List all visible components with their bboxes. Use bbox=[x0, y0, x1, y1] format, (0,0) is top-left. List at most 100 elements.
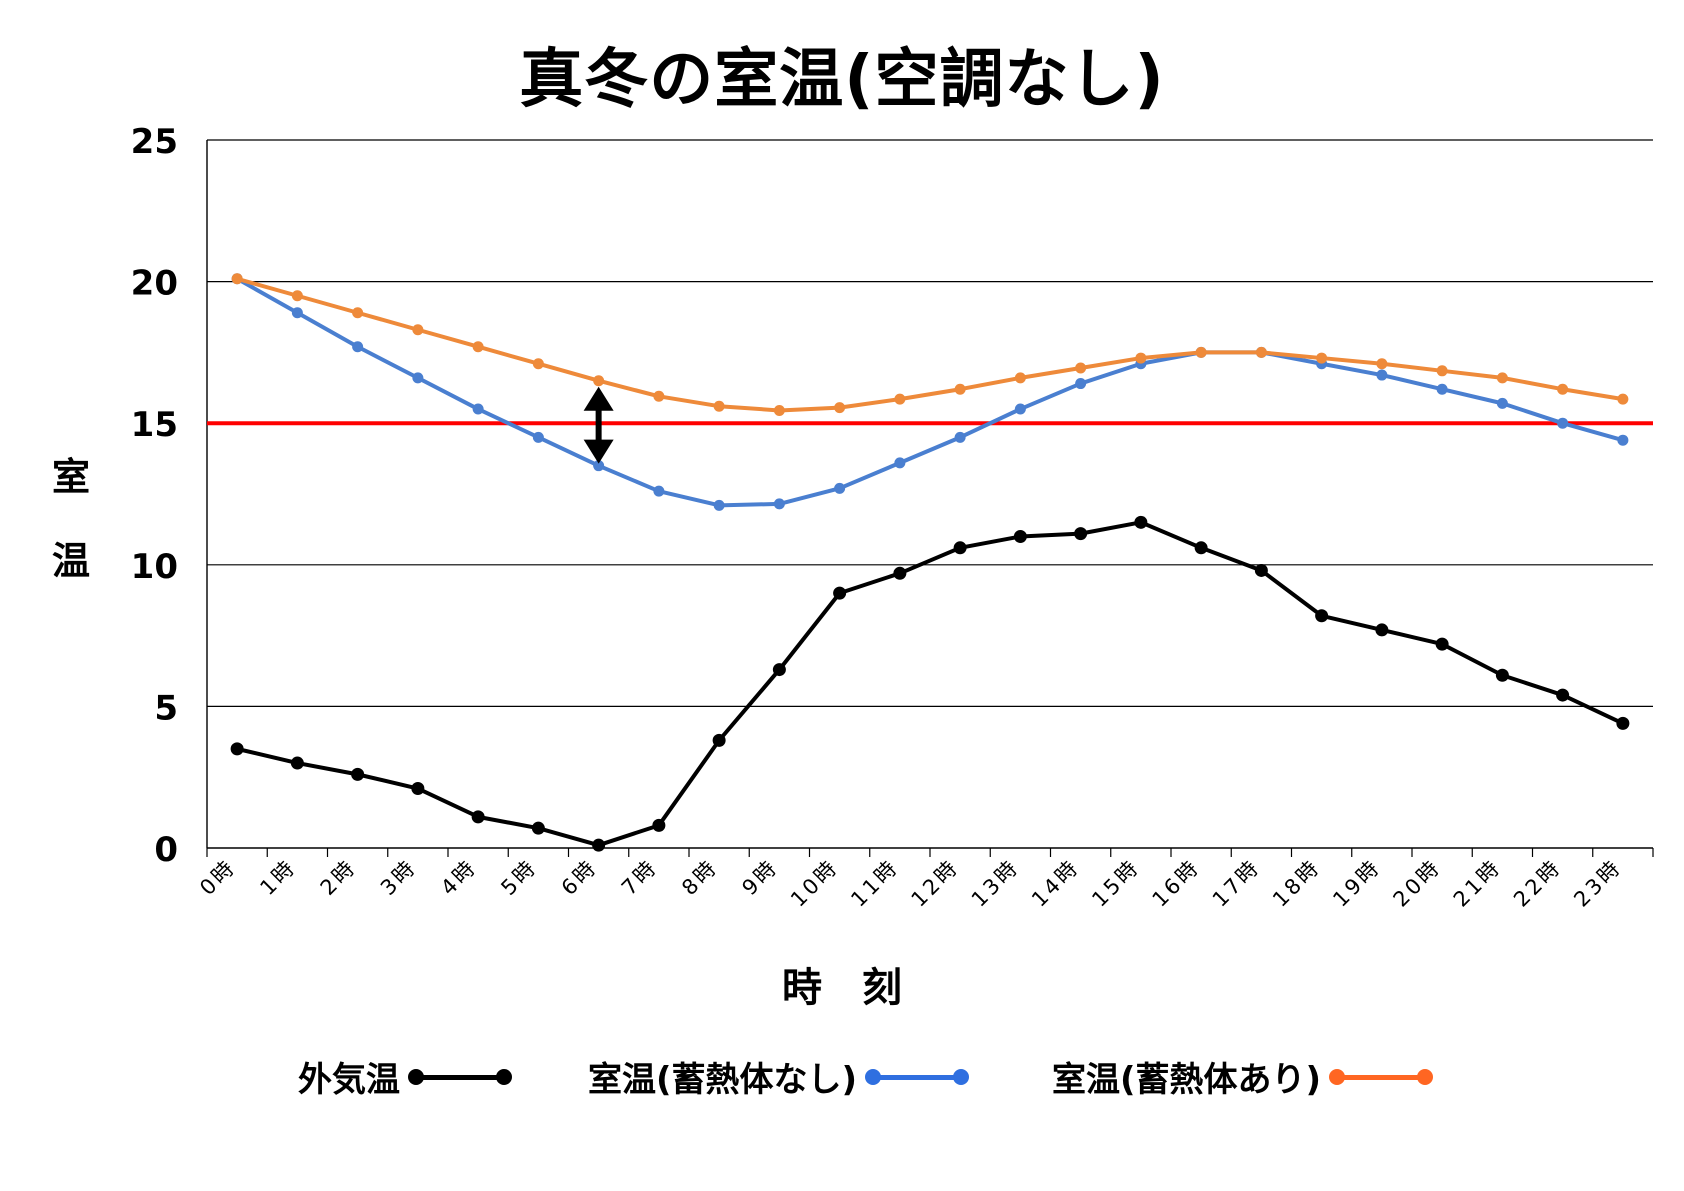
data-point-1 bbox=[773, 498, 785, 510]
x-tick-label: 12時 bbox=[907, 855, 964, 912]
chart-title: 真冬の室温(空調なし) bbox=[519, 43, 1165, 117]
data-point-0 bbox=[893, 566, 907, 580]
arrow-up-icon bbox=[583, 386, 614, 411]
data-point-2 bbox=[231, 273, 243, 285]
data-point-1 bbox=[834, 482, 846, 494]
arrow-down-icon bbox=[583, 439, 614, 464]
x-tick-label: 8時 bbox=[677, 855, 723, 901]
y-tick-label: 10 bbox=[131, 547, 178, 587]
x-tick-label: 15時 bbox=[1087, 855, 1144, 912]
legend-line-marker-icon bbox=[865, 1067, 970, 1087]
legend-item-outdoor: 外気温 bbox=[298, 1052, 512, 1101]
data-point-0 bbox=[290, 756, 304, 770]
x-tick-label: 22時 bbox=[1509, 855, 1566, 912]
x-tick-label: 17時 bbox=[1208, 855, 1265, 912]
data-point-2 bbox=[472, 341, 484, 353]
data-point-2 bbox=[352, 307, 364, 319]
series-line-2 bbox=[236, 276, 1624, 413]
x-tick-label: 4時 bbox=[436, 855, 482, 901]
data-point-2 bbox=[1316, 352, 1328, 364]
series-layer bbox=[230, 273, 1630, 852]
data-point-2 bbox=[653, 390, 665, 402]
data-point-2 bbox=[1195, 346, 1207, 358]
data-point-0 bbox=[1616, 716, 1630, 730]
y-axis-label-char-1: 室 bbox=[52, 455, 91, 499]
data-point-2 bbox=[1075, 362, 1087, 374]
data-point-0 bbox=[471, 810, 485, 824]
x-tick-label: 23時 bbox=[1569, 855, 1626, 912]
data-point-0 bbox=[1435, 637, 1449, 651]
x-tick-label: 0時 bbox=[195, 855, 241, 901]
data-point-1 bbox=[653, 485, 665, 497]
data-point-1 bbox=[1075, 378, 1087, 390]
data-point-2 bbox=[713, 400, 725, 412]
data-point-1 bbox=[472, 403, 484, 415]
data-point-1 bbox=[1617, 434, 1629, 446]
data-point-0 bbox=[1134, 515, 1148, 529]
legend-label: 室温(蓄熱体なし) bbox=[588, 1060, 858, 1100]
data-point-0 bbox=[1556, 688, 1570, 702]
data-point-0 bbox=[833, 586, 847, 600]
data-point-1 bbox=[713, 499, 725, 511]
data-point-1 bbox=[1014, 403, 1026, 415]
data-point-1 bbox=[532, 431, 544, 443]
data-point-2 bbox=[412, 324, 424, 336]
data-point-0 bbox=[953, 541, 967, 555]
data-point-0 bbox=[1194, 541, 1208, 555]
x-tick-label: 3時 bbox=[376, 855, 422, 901]
data-point-1 bbox=[593, 460, 605, 472]
data-point-2 bbox=[1617, 393, 1629, 405]
data-point-0 bbox=[351, 767, 365, 781]
y-tick-label: 20 bbox=[131, 264, 178, 304]
annotation-layer bbox=[583, 386, 614, 464]
data-point-2 bbox=[1496, 372, 1508, 384]
x-tick-label: 19時 bbox=[1328, 855, 1385, 912]
x-tick-label: 7時 bbox=[617, 855, 663, 901]
data-point-0 bbox=[531, 821, 545, 835]
data-point-2 bbox=[1255, 346, 1267, 358]
data-point-0 bbox=[712, 733, 726, 747]
x-axis-label: 時 刻 bbox=[782, 965, 902, 1011]
data-point-1 bbox=[291, 307, 303, 319]
data-point-0 bbox=[592, 838, 606, 852]
data-point-1 bbox=[894, 457, 906, 469]
grid-layer bbox=[207, 139, 1653, 849]
data-point-1 bbox=[1436, 383, 1448, 395]
y-tick-label: 0 bbox=[154, 830, 178, 870]
data-point-1 bbox=[412, 372, 424, 384]
data-point-0 bbox=[411, 782, 425, 796]
data-point-2 bbox=[1557, 383, 1569, 395]
data-point-0 bbox=[1074, 527, 1088, 541]
data-point-2 bbox=[1014, 372, 1026, 384]
data-point-1 bbox=[1557, 417, 1569, 429]
legend-label: 外気温 bbox=[298, 1060, 400, 1100]
x-tick-label: 1時 bbox=[255, 855, 301, 901]
data-point-2 bbox=[1135, 352, 1147, 364]
data-point-0 bbox=[1495, 668, 1509, 682]
x-tick-label: 9時 bbox=[737, 855, 783, 901]
legend-line-marker-icon bbox=[1329, 1067, 1434, 1087]
data-point-1 bbox=[352, 341, 364, 353]
data-point-2 bbox=[894, 393, 906, 405]
series-line-0 bbox=[236, 520, 1624, 848]
y-tick-label: 5 bbox=[154, 688, 178, 728]
y-tick-label: 25 bbox=[131, 122, 178, 162]
y-axis-label-char-2: 温 bbox=[52, 539, 91, 583]
data-point-2 bbox=[1376, 358, 1388, 370]
data-point-1 bbox=[1376, 369, 1388, 381]
legend-label: 室温(蓄熱体あり) bbox=[1052, 1060, 1322, 1100]
data-point-2 bbox=[834, 402, 846, 414]
data-point-1 bbox=[954, 431, 966, 443]
y-tick-label: 15 bbox=[131, 405, 178, 445]
data-point-2 bbox=[593, 375, 605, 387]
data-point-2 bbox=[1436, 365, 1448, 377]
data-point-1 bbox=[1496, 397, 1508, 409]
data-point-2 bbox=[291, 290, 303, 302]
data-point-0 bbox=[1375, 623, 1389, 637]
data-point-0 bbox=[772, 663, 786, 677]
legend-item-no-thermal-mass: 室温(蓄熱体なし) bbox=[588, 1052, 970, 1101]
x-tick-label: 6時 bbox=[557, 855, 603, 901]
x-tick-label: 20時 bbox=[1389, 855, 1446, 912]
x-tick-label: 10時 bbox=[786, 855, 843, 912]
